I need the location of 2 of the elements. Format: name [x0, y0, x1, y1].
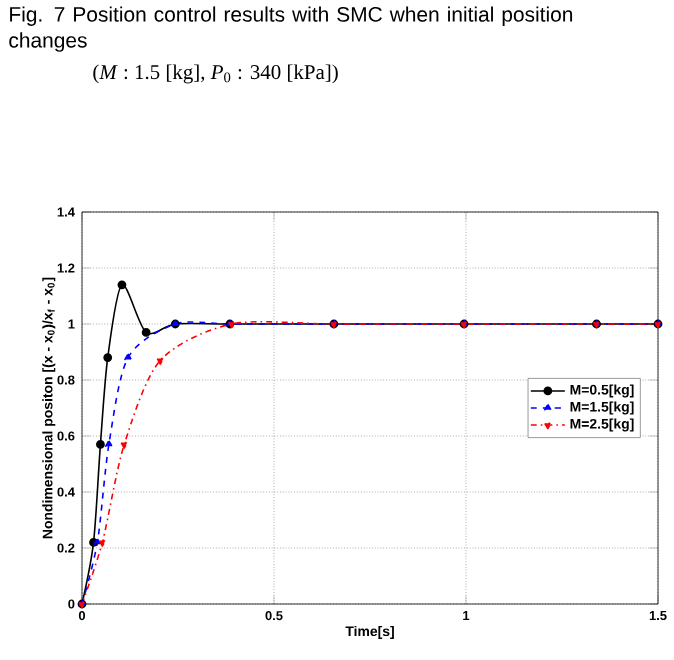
chart-title: Fig. 7 Position control results with SMC when initial position changes: [9, 6, 573, 52]
chart-subtitle: (M : 1.5 [kg], P$_{0}$ : 340 [kPa]): [93, 64, 338, 84]
